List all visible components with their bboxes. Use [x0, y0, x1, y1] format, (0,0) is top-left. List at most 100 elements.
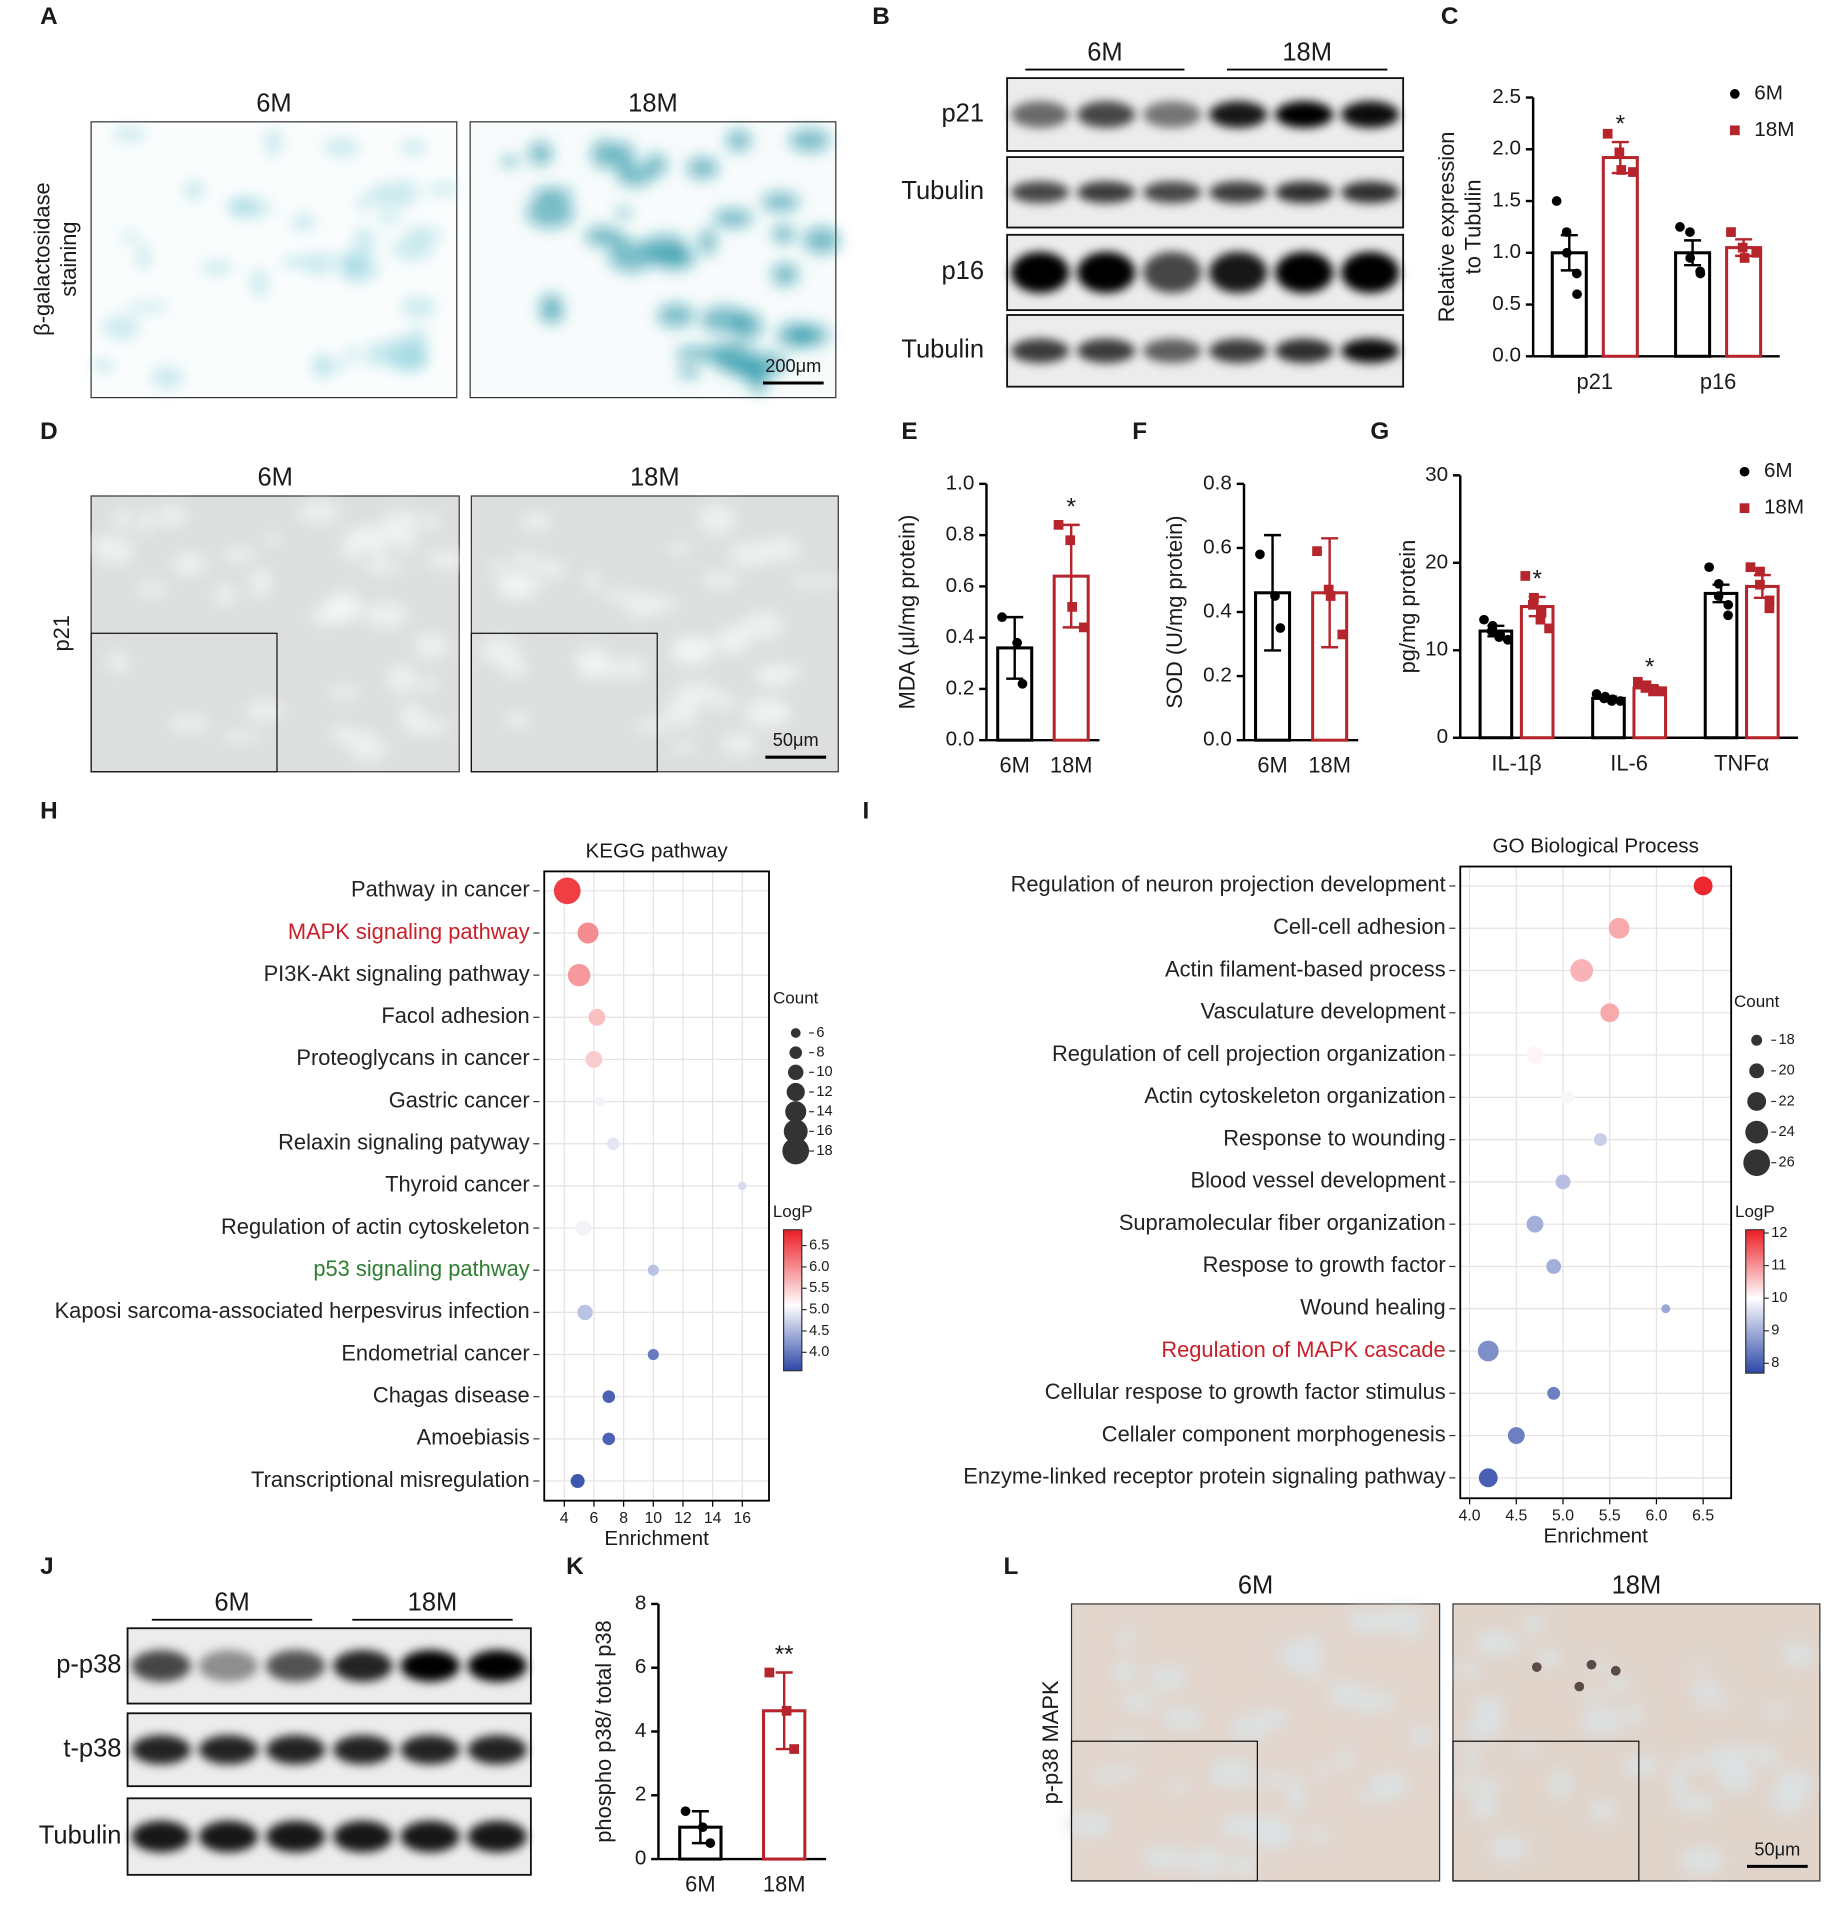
stain-blob [136, 582, 168, 597]
size-legend-marker [790, 1028, 801, 1038]
stain-texture [479, 504, 840, 756]
bubble [1693, 876, 1713, 896]
stain-blob [425, 182, 462, 196]
stain-blob [322, 137, 361, 158]
stain-blob [199, 260, 235, 276]
blot-row-label: Tubulin [39, 1821, 122, 1849]
stain-blob [1111, 1660, 1139, 1685]
colorbar-tick-label: 6.5 [809, 1237, 829, 1253]
panel-label: E [901, 418, 917, 445]
stain-blob [1119, 1693, 1158, 1713]
blot-band [266, 1650, 326, 1682]
blot-band [1143, 251, 1202, 294]
blot-band [400, 1650, 460, 1682]
y-axis-label: pg/mg protein [1395, 540, 1420, 674]
legend-label: 18M [1754, 118, 1794, 141]
bubble [577, 922, 599, 944]
legend-label: 6M [1764, 459, 1793, 482]
data-point [1737, 242, 1748, 253]
bubble [1478, 1468, 1498, 1488]
stain-blob [789, 128, 830, 152]
data-point [1599, 693, 1610, 704]
stain-blob [400, 139, 428, 157]
bubble [570, 1474, 585, 1488]
stain-blob [1489, 1835, 1528, 1861]
category-label: Enzyme-linked receptor protein signaling… [963, 1464, 1445, 1489]
data-point [1337, 629, 1348, 640]
y-axis-label: SOD (U/mg protein) [1162, 515, 1187, 708]
x-tick-label: 8 [619, 1510, 628, 1527]
stain-blob [698, 228, 717, 256]
stain-blob [591, 139, 618, 169]
stain-blob [539, 293, 563, 314]
stain-blob [1672, 1794, 1716, 1813]
size-legend-label: 18 [1779, 1032, 1795, 1048]
stain-blob [327, 686, 363, 699]
stain-blob [249, 568, 273, 598]
blot-band [333, 1650, 393, 1682]
stain-texture [89, 500, 464, 762]
stain-blob [1470, 1794, 1498, 1820]
stain-blob [94, 538, 135, 565]
stain-blob [643, 234, 688, 257]
stain-blob [404, 226, 444, 242]
colorbar-tick-label: 5.0 [809, 1301, 829, 1317]
data-point [1275, 623, 1286, 633]
blot-bands [131, 1735, 527, 1765]
stain-blob [790, 575, 840, 587]
stain-blob [264, 533, 282, 545]
blot-band [1143, 181, 1202, 204]
bubble [606, 1137, 620, 1151]
bar [1478, 629, 1514, 740]
size-legend-label: 18 [816, 1143, 832, 1159]
stain-blob [769, 701, 791, 724]
size-legend-marker [785, 1101, 807, 1123]
data-point [1502, 634, 1513, 645]
category-label: Supramolecular fiber organization [1119, 1210, 1446, 1235]
chart-title: KEGG pathway [585, 839, 728, 862]
bar [1519, 605, 1555, 740]
blot-group-label: 18M [1282, 39, 1332, 67]
category-label: p53 signaling pathway [313, 1256, 529, 1281]
x-tick-label: 18M [1308, 753, 1351, 778]
colorbar-tick-label: 4.0 [809, 1344, 829, 1360]
bar [1703, 591, 1739, 740]
significance-mark: * [1532, 565, 1542, 592]
size-legend-marker [783, 1119, 808, 1144]
category-label: Cellaler component morphogenesis [1102, 1421, 1446, 1446]
data-point [1536, 607, 1547, 618]
stain-blob [1772, 1790, 1806, 1814]
stain-blob [370, 538, 388, 565]
stain-blob [1749, 1743, 1765, 1761]
data-point [1704, 562, 1714, 573]
stain-texture [1455, 1613, 1814, 1875]
x-axis-label: Enrichment [1544, 1525, 1649, 1548]
data-point [680, 1806, 691, 1817]
category-label: Cellular respose to growth factor stimul… [1045, 1379, 1446, 1404]
stain-blob [1256, 1772, 1302, 1787]
stain-blob [1455, 1777, 1504, 1792]
stain-blob [608, 240, 656, 272]
stain-blob [348, 738, 388, 762]
category-label: Endometrial cancer [341, 1340, 529, 1365]
panel-label: L [1003, 1553, 1018, 1580]
colorbar-title: LogP [773, 1202, 813, 1221]
legend-marker [1729, 125, 1740, 136]
stain-blob [1466, 1716, 1501, 1740]
image-ylabel: p-p38 MAPK [1038, 1680, 1063, 1804]
stain-blob [356, 524, 403, 545]
category-label: Actin cytoskeleton organization [1144, 1083, 1445, 1108]
data-point [1255, 549, 1265, 560]
size-legend-marker [788, 1064, 804, 1081]
y-tick-label: 0.2 [1203, 664, 1232, 687]
stained-cell [1531, 1662, 1542, 1672]
stain-blob [379, 209, 399, 226]
stain-blob [1370, 1771, 1409, 1800]
stain-blob [249, 268, 269, 299]
stain-blob [1163, 1781, 1194, 1792]
stain-blob [220, 731, 263, 742]
stain-blob [1142, 1846, 1189, 1872]
blot-strip [126, 1797, 532, 1876]
stain-blob [352, 226, 376, 253]
y-tick-label: 1.0 [946, 471, 975, 494]
